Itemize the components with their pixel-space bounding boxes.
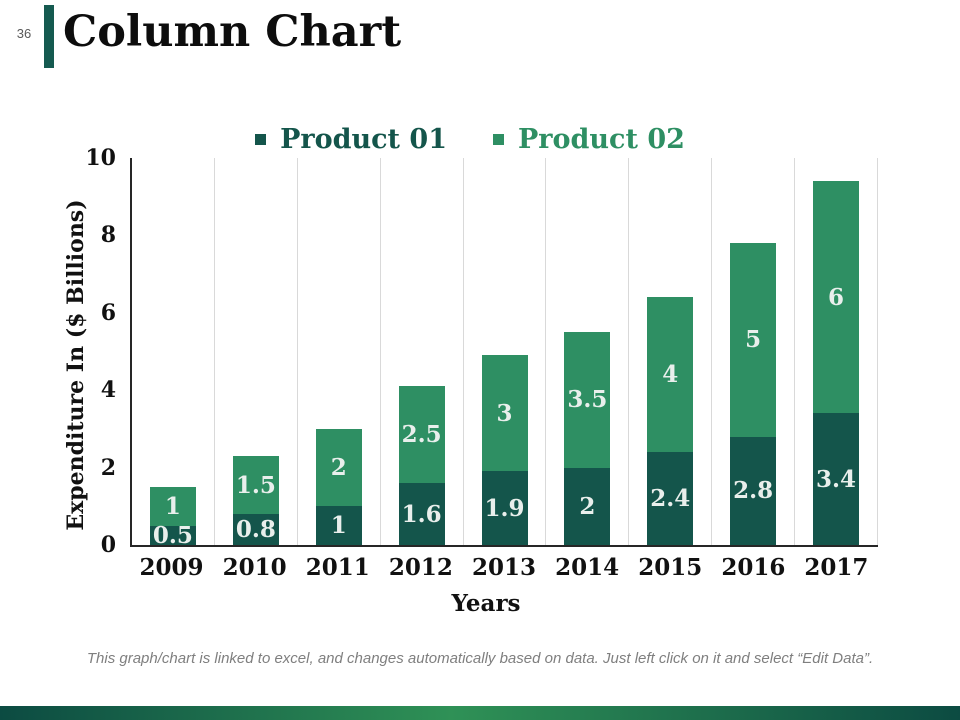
bar-value-label: 0.5	[152, 521, 193, 549]
y-axis-ticks: 0 2 4 6 8 10	[0, 145, 116, 558]
bar-segment-2011-product-02[interactable]: 2	[315, 428, 362, 507]
bar-value-label: 1.9	[484, 494, 525, 522]
plot-column-2017: 6 3.4	[795, 158, 879, 545]
bar-2015[interactable]: 4 2.4	[647, 297, 694, 545]
page-number: 36	[16, 26, 32, 41]
bar-value-label: 3.5	[567, 386, 608, 414]
bar-segment-2010-product-02[interactable]: 1.5	[232, 456, 279, 515]
bar-value-label: 3	[496, 399, 513, 427]
x-tick-2016: 2016	[721, 554, 786, 581]
x-tick-2011: 2011	[305, 554, 370, 581]
bar-value-label: 4	[662, 361, 679, 389]
bar-segment-2010-product-01[interactable]: 0.8	[232, 514, 279, 545]
bar-segment-2009-product-01[interactable]: 0.5	[149, 521, 196, 549]
x-tick-2009: 2009	[139, 554, 204, 581]
y-tick-6: 6	[100, 299, 116, 326]
plot-column-2010: 1.5 0.8	[215, 158, 298, 545]
x-axis-title: Years	[451, 590, 521, 617]
bar-segment-2017-product-01[interactable]: 3.4	[813, 413, 860, 545]
bar-value-label: 0.8	[235, 516, 276, 544]
y-tick-0: 0	[100, 532, 116, 558]
legend-item-product-02[interactable]: Product 02	[493, 126, 685, 153]
legend-label-product-01: Product 01	[280, 123, 447, 155]
legend-swatch-product-02-icon	[493, 133, 504, 145]
bar-segment-2015-product-02[interactable]: 4	[647, 297, 694, 453]
plot-column-2016: 5 2.8	[712, 158, 796, 545]
bar-segment-2015-product-01[interactable]: 2.4	[647, 452, 694, 545]
legend-swatch-product-01-icon	[255, 133, 267, 145]
x-tick-2014: 2014	[555, 554, 620, 581]
bar-2016[interactable]: 5 2.8	[730, 243, 777, 545]
x-tick-2010: 2010	[222, 554, 287, 581]
x-tick-2013: 2013	[471, 554, 536, 581]
bar-2013[interactable]: 3 1.9	[481, 355, 528, 545]
bar-segment-2014-product-01[interactable]: 2	[564, 467, 611, 545]
bar-value-label: 2	[579, 492, 596, 520]
bar-value-label: 2.5	[401, 421, 442, 449]
chart-legend: Product 01 Product 02	[130, 120, 810, 158]
bar-value-label: 5	[745, 326, 762, 354]
bar-value-label: 2.4	[650, 485, 691, 513]
x-tick-2012: 2012	[388, 554, 453, 581]
x-tick-2015: 2015	[638, 554, 703, 581]
bar-segment-2017-product-02[interactable]: 6	[813, 181, 860, 414]
y-tick-4: 4	[100, 377, 116, 404]
page-title: Column Chart	[63, 7, 402, 57]
legend-label-product-02: Product 02	[518, 123, 685, 155]
bar-2012[interactable]: 2.5 1.6	[398, 386, 445, 545]
bar-value-label: 6	[828, 283, 845, 311]
x-tick-2017: 2017	[804, 554, 869, 581]
bar-segment-2009-product-02[interactable]: 1	[149, 486, 196, 526]
bar-segment-2014-product-02[interactable]: 3.5	[564, 332, 611, 468]
bar-segment-2013-product-02[interactable]: 3	[481, 355, 528, 472]
bar-segment-2016-product-01[interactable]: 2.8	[730, 436, 777, 545]
y-tick-8: 8	[100, 222, 116, 249]
bar-value-label: 1	[330, 512, 347, 540]
bar-segment-2012-product-02[interactable]: 2.5	[398, 386, 445, 484]
bar-segment-2016-product-02[interactable]: 5	[730, 243, 777, 437]
title-accent-bar	[44, 5, 54, 68]
bar-segment-2013-product-01[interactable]: 1.9	[481, 471, 528, 545]
bar-2010[interactable]: 1.5 0.8	[232, 456, 279, 545]
plot-column-2014: 3.5 2	[546, 158, 630, 545]
bar-value-label: 2	[330, 454, 347, 482]
bar-value-label: 3.4	[816, 465, 857, 493]
plot-area[interactable]: 1 0.5 1.5 0.8 2 1 2.5 1.6 3 1.9 3.5 2 4 2.4 5 2.8 6 3.4	[130, 158, 879, 549]
bar-value-label: 1.6	[401, 500, 442, 528]
y-tick-2: 2	[100, 454, 116, 481]
footer-note: This graph/chart is linked to excel, and…	[86, 650, 874, 667]
bar-2009[interactable]: 1 0.5	[149, 486, 196, 549]
plot-column-2015: 4 2.4	[629, 158, 713, 545]
bar-value-label: 2.8	[733, 477, 774, 505]
bottom-gradient-bar	[0, 706, 960, 720]
bar-value-label: 1.5	[235, 471, 276, 499]
plot-column-2012: 2.5 1.6	[381, 158, 464, 545]
bar-value-label: 1	[164, 492, 181, 520]
legend-item-product-01[interactable]: Product 01	[255, 126, 447, 153]
y-tick-10: 10	[85, 145, 116, 171]
plot-column-2013: 3 1.9	[464, 158, 547, 545]
bar-2014[interactable]: 3.5 2	[564, 332, 611, 545]
bar-2017[interactable]: 6 3.4	[813, 181, 860, 545]
bar-segment-2011-product-01[interactable]: 1	[315, 506, 362, 545]
plot-column-2009: 1 0.5	[132, 158, 215, 549]
bar-segment-2012-product-01[interactable]: 1.6	[398, 483, 445, 545]
x-axis-ticks: 2009 2010 2011 2012 2013 2014 2015 2016 2017	[130, 554, 878, 581]
